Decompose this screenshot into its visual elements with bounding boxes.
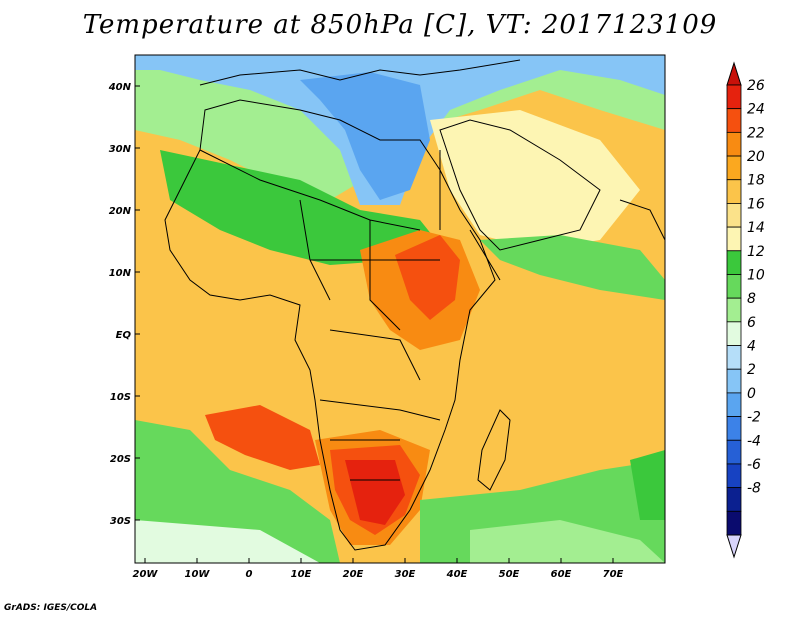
longitude-labels: 20W 10W 0 10E 20E 30E 40E 50E 60E 70E — [133, 569, 624, 580]
colorbar-label: 10 — [747, 267, 765, 283]
lat-label: EQ — [116, 330, 132, 341]
colorbar-swatch — [726, 250, 742, 275]
colorbar-label: 14 — [747, 220, 765, 236]
colorbar-swatch — [726, 510, 742, 536]
lon-label: 0 — [246, 569, 253, 580]
lon-label: 10E — [291, 569, 312, 580]
colorbar-label: 18 — [747, 173, 765, 189]
colorbar-label: 2 — [747, 362, 756, 378]
colorbar-swatch — [726, 108, 742, 133]
madagascar-coastline — [477, 409, 511, 491]
colorbar-swatch — [726, 487, 742, 512]
lon-label: 50E — [499, 569, 520, 580]
lat-label: 20S — [110, 454, 131, 465]
field-south-atlantic-pale — [135, 520, 320, 563]
field-mediterranean-cold — [300, 72, 430, 200]
colorbar-label: 0 — [747, 386, 756, 402]
coastlines — [164, 59, 665, 551]
colorbar-swatch — [726, 226, 742, 252]
colorbar-label: -8 — [747, 481, 761, 497]
colorbar-swatch — [726, 439, 742, 465]
colorbar-label: 4 — [747, 339, 756, 355]
lat-label: 10N — [109, 268, 132, 279]
field-arabian-sea-green — [480, 235, 665, 300]
temperature-field — [135, 55, 665, 563]
field-kalahari-hottest — [345, 460, 405, 525]
colorbar-label: -4 — [747, 433, 761, 449]
lat-label: 10S — [110, 392, 131, 403]
colorbar-swatch — [726, 416, 742, 441]
plot-frame — [134, 54, 666, 564]
latitude-labels: 40N 30N 20N 10N EQ 10S 20S 30S — [108, 82, 132, 527]
field-ethiopia-hotter — [395, 235, 460, 320]
axis-ticks — [135, 85, 614, 563]
lon-label: 40E — [446, 569, 468, 580]
lat-label: 40N — [108, 82, 132, 93]
colorbar-swatch — [726, 321, 742, 346]
colorbar-swatch — [726, 84, 742, 110]
colorbar-swatch — [726, 392, 742, 417]
field-east-indian-green — [630, 450, 665, 520]
colorbar-label: 6 — [747, 315, 756, 331]
colorbar-swatch — [726, 155, 742, 181]
colorbar-label: 26 — [747, 78, 765, 94]
colorbar-swatch — [726, 179, 742, 204]
field-atlantic-hot — [205, 405, 320, 470]
lat-label: 20N — [109, 206, 132, 217]
colorbar-bottom-arrow — [726, 534, 742, 559]
colorbar-swatch — [726, 203, 742, 228]
europe-coastline — [199, 59, 521, 86]
colorbar-label: -6 — [747, 457, 761, 473]
lon-label: 30E — [395, 569, 416, 580]
india-coastline — [619, 199, 665, 300]
colorbar-label: 20 — [747, 149, 765, 165]
field-south-indian-pale — [470, 520, 665, 563]
lat-label: 30S — [110, 516, 131, 527]
colorbar-label: 16 — [747, 196, 765, 212]
africa-coastline — [164, 99, 496, 551]
lat-label: 30N — [109, 144, 132, 155]
lon-label: 70E — [603, 569, 624, 580]
map-title: Temperature at 850hPa [C], VT: 201712310… — [82, 10, 718, 40]
arabia-coastline — [439, 119, 601, 251]
lon-label: 20E — [343, 569, 364, 580]
colorbar-label: 8 — [747, 291, 756, 307]
colorbar-label: 22 — [747, 125, 765, 141]
colorbar-top-arrow — [726, 61, 742, 86]
colorbar-swatch — [726, 131, 742, 157]
colorbar-swatch — [726, 345, 742, 370]
colorbar-label: -2 — [747, 410, 761, 426]
colorbar-swatch — [726, 368, 742, 394]
colorbar-swatch — [726, 463, 742, 489]
lon-label: 20W — [133, 569, 159, 580]
grads-credit: GrADS: IGES/COLA — [4, 603, 98, 613]
colorbar-swatch — [726, 274, 742, 299]
lon-label: 10W — [185, 569, 211, 580]
border-lines — [199, 149, 501, 481]
colorbar-label: 24 — [747, 102, 765, 118]
lon-label: 60E — [551, 569, 572, 580]
colorbar-label: 12 — [747, 244, 765, 260]
colorbar-swatch — [726, 297, 742, 323]
